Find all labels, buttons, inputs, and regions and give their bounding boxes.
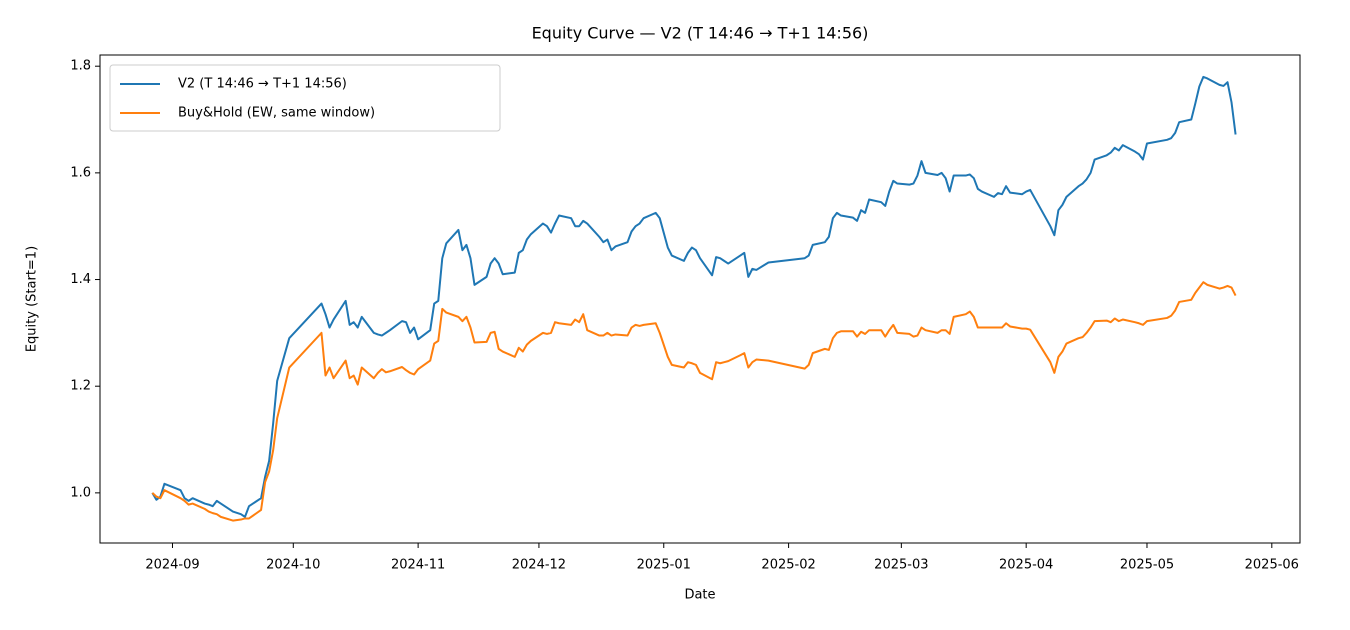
x-tick-label: 2025-01 — [637, 558, 691, 573]
x-tick-label: 2025-03 — [874, 558, 928, 573]
chart-title: Equity Curve — V2 (T 14:46 → T+1 14:56) — [532, 24, 869, 43]
y-tick-label: 1.8 — [70, 59, 91, 74]
x-axis-label: Date — [684, 588, 715, 603]
x-tick-label: 2025-04 — [999, 558, 1053, 573]
x-tick-label: 2025-06 — [1245, 558, 1299, 573]
y-axis-label: Equity (Start=1) — [25, 246, 40, 352]
legend-label: V2 (T 14:46 → T+1 14:56) — [178, 77, 347, 92]
y-tick-label: 1.0 — [70, 485, 91, 500]
x-tick-label: 2024-10 — [266, 558, 320, 573]
x-tick-label: 2025-05 — [1120, 558, 1174, 573]
y-tick-label: 1.4 — [70, 272, 91, 287]
plot-frame — [99, 54, 1301, 544]
x-tick-label: 2024-09 — [145, 558, 199, 573]
legend-box — [109, 64, 501, 132]
x-tick-label: 2024-12 — [512, 558, 566, 573]
legend-label: Buy&Hold (EW, same window) — [178, 106, 375, 121]
series-line — [151, 281, 1237, 522]
y-tick-label: 1.6 — [70, 165, 91, 180]
x-tick-label: 2024-11 — [391, 558, 445, 573]
series-line — [151, 75, 1237, 518]
x-tick-label: 2025-02 — [761, 558, 815, 573]
y-tick-label: 1.2 — [70, 379, 91, 394]
